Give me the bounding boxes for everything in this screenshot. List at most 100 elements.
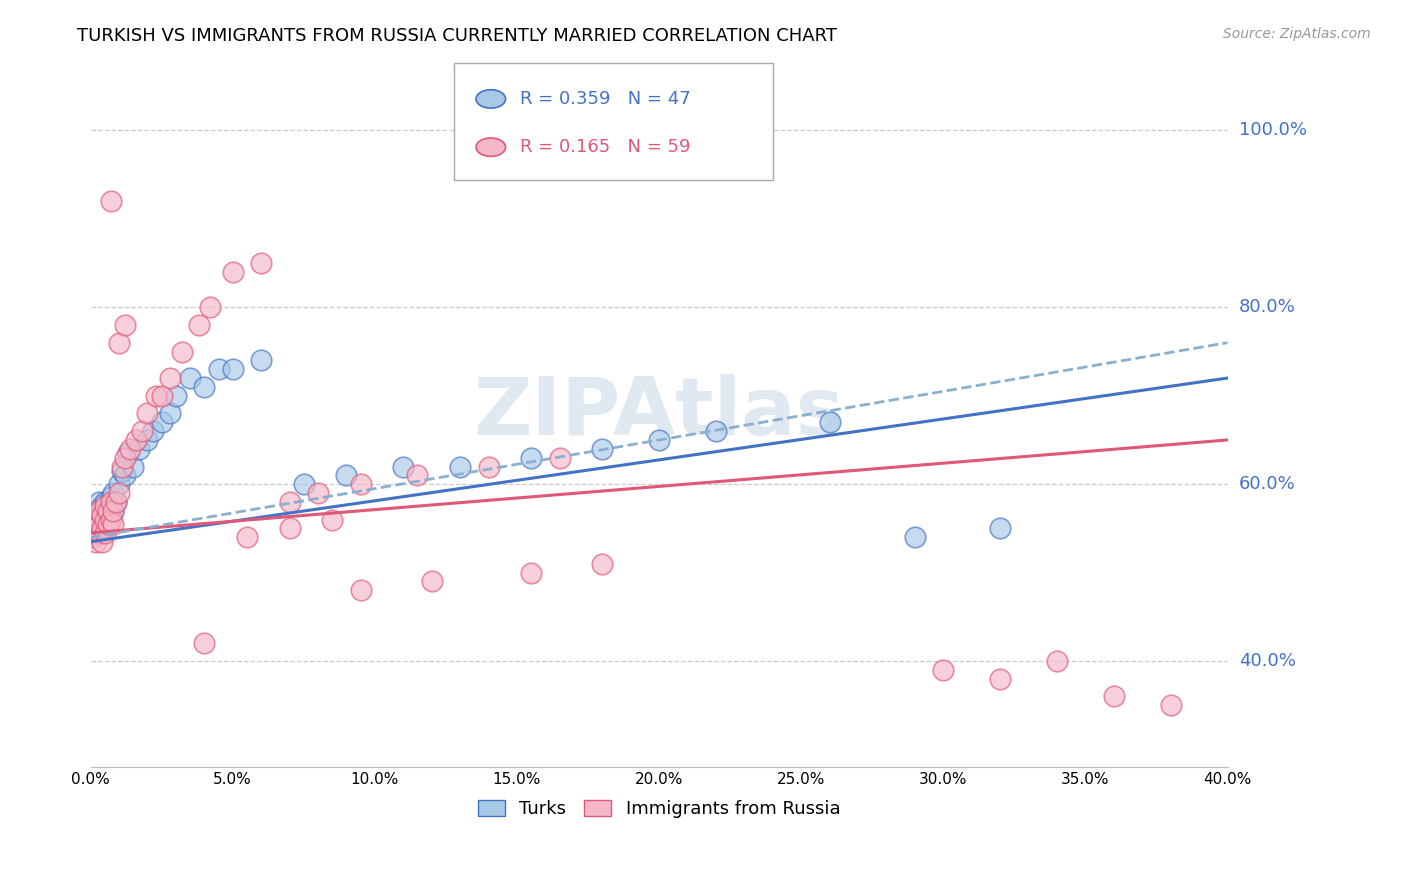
Point — [818, 415, 841, 429]
Point — [236, 530, 259, 544]
Text: 100.0%: 100.0% — [1239, 121, 1306, 139]
Point — [1160, 698, 1182, 713]
Point — [988, 672, 1011, 686]
Point — [97, 516, 120, 531]
Point — [128, 442, 150, 456]
Point — [278, 521, 301, 535]
Point — [100, 495, 122, 509]
Point — [105, 495, 128, 509]
Point — [321, 512, 343, 526]
Point — [159, 406, 181, 420]
Point — [179, 371, 201, 385]
Point — [349, 583, 371, 598]
Point — [89, 508, 111, 523]
Point — [114, 468, 136, 483]
Point — [165, 389, 187, 403]
Point — [97, 504, 120, 518]
Point — [222, 362, 245, 376]
Point — [1046, 654, 1069, 668]
Point — [100, 194, 122, 208]
Point — [89, 495, 111, 509]
Point — [125, 433, 148, 447]
Point — [91, 500, 114, 514]
Text: ZIPAtlas: ZIPAtlas — [474, 375, 845, 452]
Text: 40.0%: 40.0% — [1239, 652, 1295, 670]
Point — [82, 508, 104, 523]
Point — [100, 508, 122, 523]
Point — [292, 477, 315, 491]
Text: TURKISH VS IMMIGRANTS FROM RUSSIA CURRENTLY MARRIED CORRELATION CHART: TURKISH VS IMMIGRANTS FROM RUSSIA CURREN… — [77, 27, 838, 45]
Point — [520, 450, 543, 465]
Point — [94, 504, 117, 518]
Circle shape — [477, 138, 506, 156]
Point — [91, 534, 114, 549]
Point — [103, 504, 125, 518]
Point — [108, 477, 131, 491]
Point — [904, 530, 927, 544]
Point — [108, 486, 131, 500]
Point — [120, 442, 142, 456]
Point — [100, 491, 122, 505]
Point — [704, 424, 727, 438]
Point — [278, 495, 301, 509]
Point — [145, 389, 167, 403]
Text: R = 0.359   N = 47: R = 0.359 N = 47 — [520, 90, 692, 108]
Point — [82, 525, 104, 540]
Point — [82, 516, 104, 531]
Point — [591, 557, 613, 571]
Point — [103, 486, 125, 500]
FancyBboxPatch shape — [454, 63, 773, 180]
Point — [94, 500, 117, 514]
Point — [91, 525, 114, 540]
Point — [91, 512, 114, 526]
Text: R = 0.165   N = 59: R = 0.165 N = 59 — [520, 138, 690, 156]
Point — [117, 446, 139, 460]
Point — [142, 424, 165, 438]
Point — [111, 464, 134, 478]
Point — [932, 663, 955, 677]
Point — [159, 371, 181, 385]
Point — [114, 450, 136, 465]
Point — [103, 516, 125, 531]
Point — [94, 512, 117, 526]
Text: 60.0%: 60.0% — [1239, 475, 1295, 493]
Point — [250, 256, 273, 270]
Point — [111, 459, 134, 474]
Point — [150, 389, 173, 403]
Point — [548, 450, 571, 465]
Point — [520, 566, 543, 580]
Point — [193, 380, 215, 394]
Point — [449, 459, 471, 474]
Point — [103, 504, 125, 518]
Point — [406, 468, 429, 483]
Point — [187, 318, 209, 332]
Point — [131, 424, 153, 438]
Point — [136, 433, 159, 447]
Point — [307, 486, 329, 500]
Legend: Turks, Immigrants from Russia: Turks, Immigrants from Russia — [471, 793, 848, 825]
Point — [420, 574, 443, 589]
Point — [82, 530, 104, 544]
Point — [392, 459, 415, 474]
Point — [84, 521, 107, 535]
Point — [84, 512, 107, 526]
Point — [105, 495, 128, 509]
Point — [122, 459, 145, 474]
Point — [84, 512, 107, 526]
Point — [91, 508, 114, 523]
Point — [477, 459, 499, 474]
Point — [170, 344, 193, 359]
Circle shape — [477, 90, 506, 108]
Point — [91, 521, 114, 535]
Point — [94, 495, 117, 509]
Point — [150, 415, 173, 429]
Point — [89, 525, 111, 540]
Point — [89, 521, 111, 535]
Point — [335, 468, 357, 483]
Point — [591, 442, 613, 456]
Point — [136, 406, 159, 420]
Point — [114, 318, 136, 332]
Point — [193, 636, 215, 650]
Point — [89, 516, 111, 531]
Point — [97, 500, 120, 514]
